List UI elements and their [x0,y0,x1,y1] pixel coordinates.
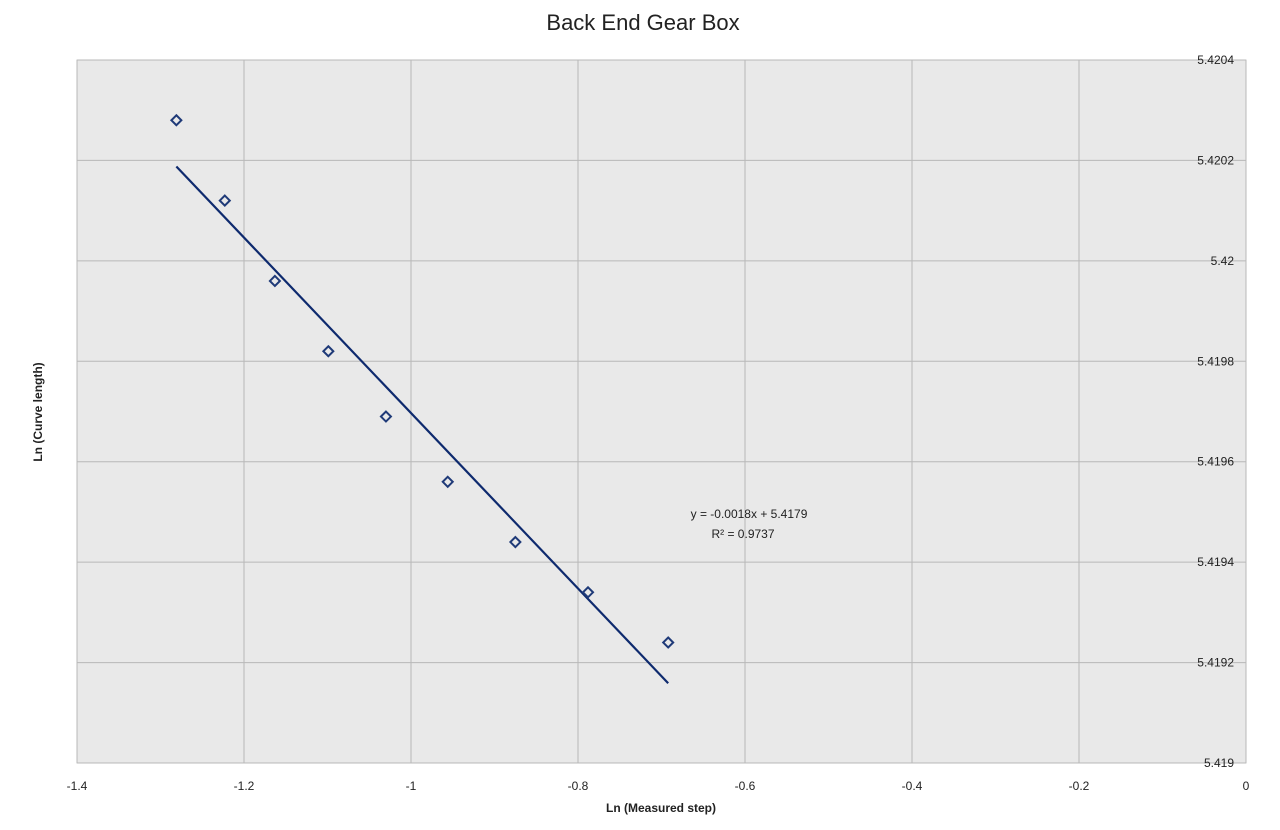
y-tick-label: 5.4204 [1197,53,1234,67]
gridlines [76,59,1247,764]
data-point [581,585,595,599]
x-tick-label: -1.2 [234,779,255,793]
y-tick-label: 5.42 [1211,254,1235,268]
y-tick-label: 5.4194 [1197,555,1234,569]
y-tick-label: 5.4202 [1197,153,1234,167]
y-axis-label: Ln (Curve length) [31,362,45,461]
trendline-equation: y = -0.0018x + 5.4179 [691,507,808,521]
y-tick-labels: 5.419 5.4192 5.4194 5.4196 5.4198 5.42 5.4202 5… [1197,53,1234,770]
plot-area [76,59,1247,764]
x-tick-label: -1 [406,779,417,793]
data-point [321,344,335,358]
y-tick-label: 5.4198 [1197,354,1234,368]
x-tick-label: -0.6 [735,779,756,793]
data-point [169,113,183,127]
data-point [441,475,455,489]
x-tick-label: -1.4 [67,779,88,793]
y-tick-label: 5.419 [1204,756,1234,770]
trendline-r-squared: R² = 0.9737 [711,527,774,541]
data-point [218,194,232,208]
x-tick-labels: -1.4 -1.2 -1 -0.8 -0.6 -0.4 -0.2 0 [67,779,1250,793]
x-tick-label: -0.8 [568,779,589,793]
y-tick-label: 5.4192 [1197,656,1234,670]
x-tick-label: 0 [1243,779,1250,793]
y-tick-label: 5.4196 [1197,455,1234,469]
data-point [268,274,282,288]
chart-title: Back End Gear Box [546,10,739,35]
data-point [661,636,675,649]
data-points [169,113,675,649]
data-point [508,535,522,549]
data-point [379,410,393,423]
x-tick-label: -0.4 [902,779,923,793]
x-tick-label: -0.2 [1069,779,1090,793]
trendline [175,165,669,684]
x-axis-label: Ln (Measured step) [606,801,716,815]
